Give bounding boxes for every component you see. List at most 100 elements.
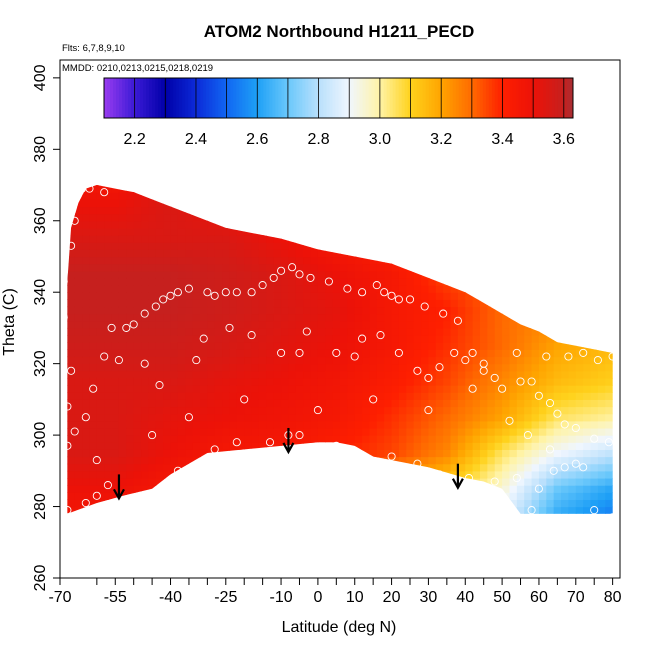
heatmap-cell: [104, 270, 113, 279]
heatmap-cell: [546, 499, 555, 508]
heatmap-cell: [310, 285, 319, 293]
heatmap-cell: [185, 285, 194, 293]
heatmap-cell: [170, 399, 179, 408]
heatmap-cell: [214, 206, 223, 215]
heatmap-cell: [398, 456, 407, 465]
heatmap-cell: [170, 485, 179, 493]
heatmap-cell: [332, 470, 341, 479]
sample-point: [512, 348, 521, 357]
heatmap-cell: [258, 220, 267, 229]
colorbar-cell: [494, 78, 499, 118]
heatmap-cell: [612, 485, 613, 493]
heatmap-cell: [391, 492, 400, 500]
heatmap-cell: [281, 299, 290, 308]
heatmap-cell: [494, 492, 503, 500]
heatmap-cell: [74, 385, 83, 393]
heatmap-cell: [546, 313, 555, 322]
heatmap-cell: [74, 256, 83, 265]
heatmap-cell: [472, 335, 481, 343]
heatmap-cell: [502, 270, 511, 279]
heatmap-cell: [583, 406, 592, 415]
heatmap-cell: [207, 349, 216, 358]
heatmap-cell: [288, 256, 297, 265]
heatmap-cell: [362, 299, 371, 308]
heatmap-cell: [177, 199, 186, 208]
heatmap-cell: [561, 342, 570, 350]
heatmap-cell: [561, 270, 570, 279]
heatmap-cell: [118, 227, 127, 236]
sample-point: [413, 366, 422, 375]
heatmap-cell: [74, 463, 83, 472]
heatmap-cell: [163, 199, 172, 208]
heatmap-cell: [561, 249, 570, 258]
heatmap-cell: [340, 456, 348, 465]
heatmap-cell: [163, 256, 172, 265]
heatmap-cell: [384, 306, 393, 315]
heatmap-cell: [67, 299, 68, 308]
heatmap-cell: [472, 235, 481, 243]
heatmap-cell: [575, 370, 584, 379]
heatmap-cell: [340, 263, 348, 272]
heatmap-cell: [244, 213, 253, 222]
heatmap-cell: [465, 299, 474, 308]
colorbar-cell: [308, 78, 312, 118]
colorbar-cell: [485, 78, 490, 118]
sample-point: [151, 302, 160, 311]
heatmap-cell: [310, 256, 319, 265]
heatmap-cell: [487, 235, 496, 243]
heatmap-cell: [325, 492, 334, 500]
heatmap-cell: [354, 327, 363, 336]
heatmap-cell: [561, 435, 570, 443]
heatmap-cell: [244, 363, 253, 372]
heatmap-cell: [502, 463, 511, 472]
heatmap-cell: [575, 442, 584, 450]
heatmap-cell: [163, 363, 172, 372]
heatmap-cell: [141, 456, 150, 465]
heatmap-cell: [281, 185, 290, 193]
heatmap-cell: [325, 470, 334, 479]
heatmap-cell: [509, 370, 518, 379]
heatmap-cell: [185, 399, 194, 408]
heatmap-cell: [538, 463, 547, 472]
heatmap-cell: [325, 385, 334, 393]
heatmap-cell: [428, 435, 437, 443]
sample-point: [122, 323, 131, 332]
heatmap-cell: [111, 485, 120, 493]
heatmap-cell: [516, 227, 525, 236]
heatmap-cell: [524, 206, 533, 215]
heatmap-cell: [340, 499, 348, 508]
heatmap-cell: [376, 363, 385, 372]
heatmap-cell: [597, 506, 606, 514]
heatmap-cell: [317, 299, 326, 308]
heatmap-cell: [185, 185, 194, 193]
heatmap-cell: [281, 249, 290, 258]
heatmap-cell: [126, 370, 135, 379]
sample-point: [232, 288, 241, 297]
heatmap-cell: [295, 463, 304, 472]
heatmap-cell: [443, 392, 452, 400]
heatmap-cell: [281, 463, 290, 472]
heatmap-cell: [163, 235, 172, 243]
heatmap-cell: [229, 356, 238, 365]
colorbar-cell: [473, 78, 478, 118]
heatmap-cell: [597, 399, 606, 408]
heatmap-cell: [480, 514, 488, 522]
heatmap-cell: [258, 392, 267, 400]
heatmap-cell: [340, 227, 348, 236]
heatmap-cell: [295, 213, 304, 222]
heatmap-cell: [369, 320, 378, 329]
heatmap-cell: [74, 377, 83, 386]
colorbar-cell: [266, 78, 270, 118]
heatmap-cell: [413, 342, 422, 350]
heatmap-cell: [524, 442, 533, 450]
heatmap-cell: [310, 185, 319, 186]
sample-point: [523, 431, 532, 440]
heatmap-cell: [273, 427, 282, 436]
heatmap-cell: [111, 213, 120, 222]
heatmap-cell: [465, 235, 474, 243]
heatmap-cell: [428, 256, 437, 265]
heatmap-cell: [244, 356, 253, 365]
heatmap-cell: [266, 392, 275, 400]
heatmap-cell: [273, 342, 282, 350]
heatmap-cell: [450, 370, 459, 379]
